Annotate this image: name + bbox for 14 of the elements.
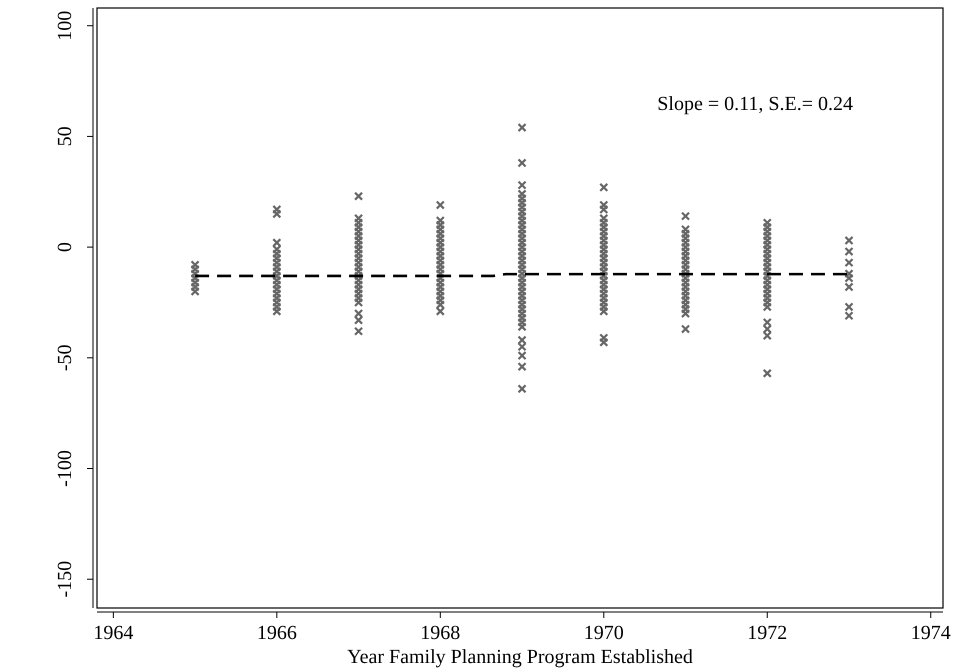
x-tick-label: 1974 bbox=[910, 622, 951, 644]
y-tick-label: 100 bbox=[54, 10, 76, 41]
x-tick-label: 1966 bbox=[256, 622, 297, 644]
y-tick-label: -50 bbox=[54, 344, 76, 372]
x-tick-label: 1970 bbox=[584, 622, 624, 644]
y-tick-label: -150 bbox=[54, 560, 76, 598]
annotation: Slope = 0.11, S.E.= 0.24 bbox=[657, 93, 853, 115]
x-axis-title: Year Family Planning Program Established bbox=[347, 646, 693, 668]
x-tick-label: 1964 bbox=[93, 622, 134, 644]
x-tick-label: 1968 bbox=[420, 622, 460, 644]
y-tick-label: 0 bbox=[54, 242, 76, 252]
y-tick-label: -100 bbox=[54, 450, 76, 487]
y-tick-label: 50 bbox=[54, 126, 76, 146]
x-tick-label: 1972 bbox=[747, 622, 788, 644]
